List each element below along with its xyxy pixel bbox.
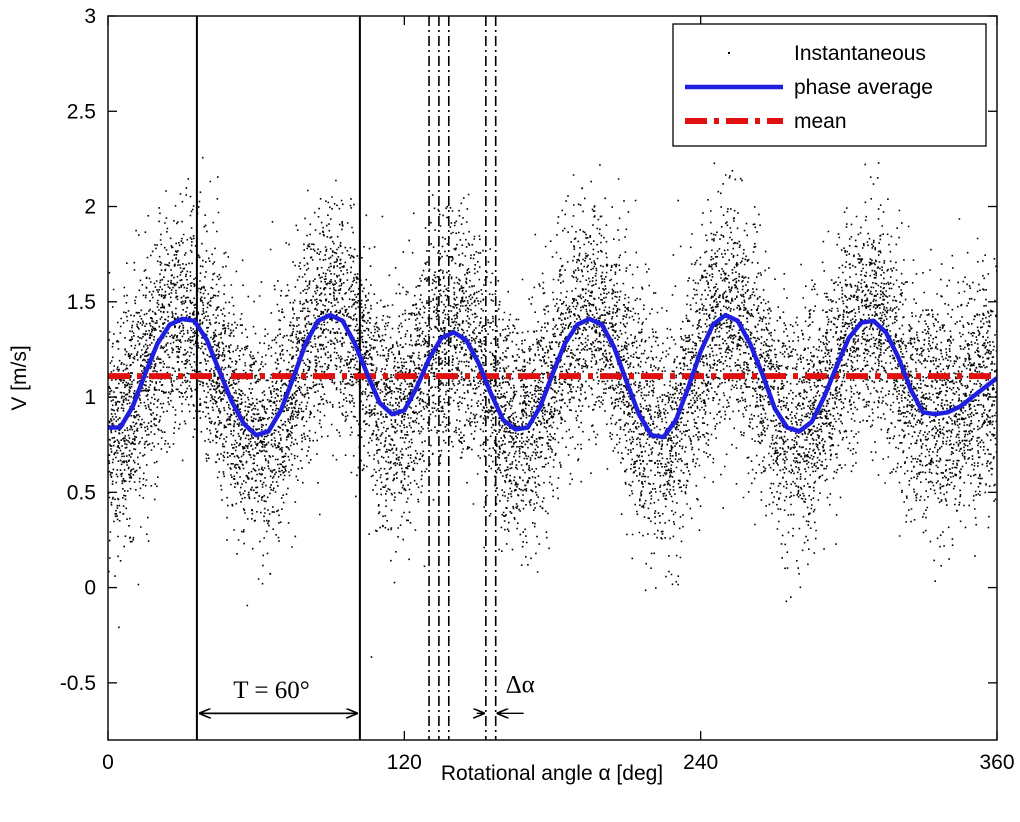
x-axis-title: Rotational angle α [deg]	[441, 762, 663, 785]
x-tick-label: 120	[387, 751, 422, 774]
period-label-bg	[224, 674, 319, 703]
y-axis-title: V [m/s]	[8, 345, 31, 410]
legend-label: Instantaneous	[794, 42, 926, 65]
phase-average-line	[108, 312, 997, 440]
y-tick-label: 2.5	[67, 100, 96, 123]
x-tick-label: 240	[683, 751, 718, 774]
instantaneous-points	[108, 113, 997, 658]
series-lines	[108, 312, 997, 440]
plot-frame	[107, 15, 998, 741]
x-tick-label: 0	[102, 751, 114, 774]
x-tick-label: 360	[979, 751, 1014, 774]
legend-swatch-dots	[728, 52, 730, 54]
legend-label: phase average	[794, 76, 933, 99]
delta-alpha-label: Δα	[506, 671, 535, 698]
legend-label: mean	[794, 110, 847, 133]
annotations: T = 60° Δα	[200, 670, 548, 713]
y-tick-label: 0	[84, 577, 96, 600]
y-tick-label: -0.5	[60, 672, 96, 695]
y-tick-label: 1	[84, 386, 96, 409]
y-tick-label: 3	[84, 5, 96, 28]
period-label: T = 60°	[233, 677, 309, 704]
y-tick-label: 1.5	[67, 291, 96, 314]
y-tick-label: 0.5	[67, 481, 96, 504]
scatter-dots	[108, 113, 997, 658]
legend: Instantaneous phase average mean	[672, 23, 987, 147]
y-tick-label: 2	[84, 196, 96, 219]
delta-label-bg	[501, 670, 548, 699]
